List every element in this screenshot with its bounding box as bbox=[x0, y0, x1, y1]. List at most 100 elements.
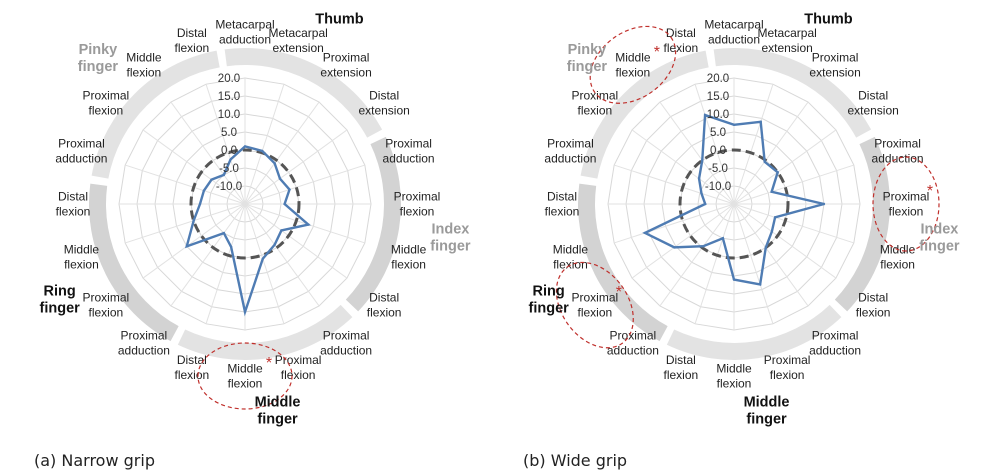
grid-spoke bbox=[170, 101, 246, 205]
grid-spoke bbox=[244, 84, 285, 205]
group-label: Index finger bbox=[430, 222, 471, 255]
grid-spoke bbox=[244, 203, 348, 279]
radial-tick-label: -10.0 bbox=[216, 181, 242, 193]
category-label: Distal flexion bbox=[545, 190, 580, 219]
radial-tick-label: 5.0 bbox=[221, 127, 237, 139]
category-label: Proximal flexion bbox=[883, 190, 930, 219]
category-label: Proximal adduction bbox=[55, 136, 107, 165]
category-label: Proximal adduction bbox=[320, 329, 372, 358]
category-label: Distal flexion bbox=[175, 26, 210, 55]
group-bands bbox=[577, 47, 890, 360]
data-point bbox=[776, 171, 779, 174]
data-point bbox=[261, 149, 264, 153]
category-label: Distal extension bbox=[847, 88, 898, 117]
category-label: Distal flexion bbox=[664, 26, 699, 55]
data-point bbox=[229, 158, 232, 161]
group-band bbox=[834, 136, 890, 312]
significance-asterisk: * bbox=[654, 44, 660, 61]
zero-reference-ring bbox=[678, 148, 790, 260]
significance-asterisk: * bbox=[616, 284, 622, 301]
grid-spoke bbox=[733, 203, 837, 279]
data-point bbox=[643, 231, 647, 235]
grid-spoke bbox=[694, 203, 735, 324]
group-band bbox=[177, 304, 353, 360]
data-point bbox=[198, 202, 202, 206]
data-point bbox=[307, 223, 310, 226]
grid-spoke bbox=[614, 164, 735, 205]
category-label: Proximal adduction bbox=[383, 136, 435, 165]
category-label: Middle flexion bbox=[64, 243, 100, 272]
significance-markers: * bbox=[197, 342, 293, 410]
data-point bbox=[732, 278, 736, 281]
group-band bbox=[224, 47, 383, 138]
category-label: Metacarpal extension bbox=[757, 26, 816, 55]
group-label: Pinky finger bbox=[567, 42, 608, 75]
radial-tick-label: 10.0 bbox=[218, 109, 240, 121]
category-label: Proximal adduction bbox=[118, 329, 170, 358]
data-point bbox=[243, 145, 247, 148]
category-label: Middle flexion bbox=[615, 50, 651, 79]
group-label: Thumb bbox=[315, 12, 363, 28]
group-label: Pinky finger bbox=[78, 42, 119, 75]
data-point bbox=[697, 177, 701, 180]
radial-tick-label: 0.0 bbox=[221, 145, 237, 157]
category-label: Middle flexion bbox=[716, 362, 752, 391]
radial-ticks: 20.0 15.0 10.0 5.0 0.0 -5.0 -10.0 bbox=[216, 73, 242, 193]
category-label: Distal extension bbox=[358, 88, 409, 117]
data-point bbox=[273, 162, 276, 165]
data-point bbox=[273, 243, 276, 246]
category-label: Proximal flexion bbox=[83, 291, 130, 320]
group-band bbox=[580, 50, 709, 179]
radial-tick-label: 0.0 bbox=[710, 145, 726, 157]
data-point bbox=[288, 188, 291, 191]
grid-spoke bbox=[733, 203, 809, 307]
grid-spoke bbox=[244, 203, 365, 244]
group-label: Index finger bbox=[919, 222, 960, 255]
grid-spoke bbox=[694, 84, 735, 205]
data-point bbox=[758, 283, 762, 286]
category-label: Middle flexion bbox=[553, 243, 589, 272]
grid-spoke bbox=[733, 203, 774, 324]
grid-spoke bbox=[614, 203, 735, 244]
caption-narrow-grip: (a) Narrow grip bbox=[34, 451, 155, 470]
data-point bbox=[673, 246, 676, 249]
grid-spoke bbox=[205, 84, 246, 205]
grid-spoke bbox=[733, 101, 809, 205]
group-label: Middle finger bbox=[744, 394, 790, 427]
data-point bbox=[703, 113, 707, 117]
data-point bbox=[770, 190, 773, 193]
category-label: Middle flexion bbox=[880, 243, 916, 272]
grid-spoke bbox=[659, 101, 735, 205]
grid-spoke bbox=[244, 164, 365, 205]
radial-tick-label: -5.0 bbox=[708, 163, 728, 175]
category-label: Proximal extension bbox=[320, 50, 371, 79]
data-point bbox=[721, 237, 725, 240]
data-point bbox=[822, 202, 826, 206]
radial-tick-label: -5.0 bbox=[219, 163, 239, 175]
category-label: Proximal flexion bbox=[764, 353, 811, 382]
significance-ellipse bbox=[555, 261, 634, 349]
grid-spoke bbox=[244, 203, 285, 324]
significance-ellipse bbox=[872, 156, 940, 252]
radial-tick-label: 5.0 bbox=[710, 127, 726, 139]
data-point bbox=[243, 310, 247, 314]
data-point bbox=[210, 178, 213, 181]
category-label: Metacarpal adduction bbox=[704, 18, 763, 47]
grid-spoke bbox=[733, 164, 854, 205]
data-point bbox=[283, 202, 286, 206]
data-point bbox=[773, 216, 777, 219]
data-point bbox=[759, 120, 762, 124]
data-point bbox=[763, 160, 766, 163]
group-label: Ring finger bbox=[529, 283, 570, 316]
grid-spoke bbox=[631, 129, 735, 205]
data-point bbox=[192, 219, 195, 222]
group-band bbox=[713, 47, 872, 138]
grid-spoke bbox=[125, 164, 246, 205]
category-label: Distal flexion bbox=[856, 291, 891, 320]
radial-tick-label: 15.0 bbox=[218, 91, 240, 103]
radial-tick-label: 20.0 bbox=[218, 73, 240, 85]
grid-spoke bbox=[142, 129, 246, 205]
group-band bbox=[88, 183, 179, 342]
group-labels: Thumb Index finger Middle finger Ring finger Pi… bbox=[529, 12, 960, 428]
